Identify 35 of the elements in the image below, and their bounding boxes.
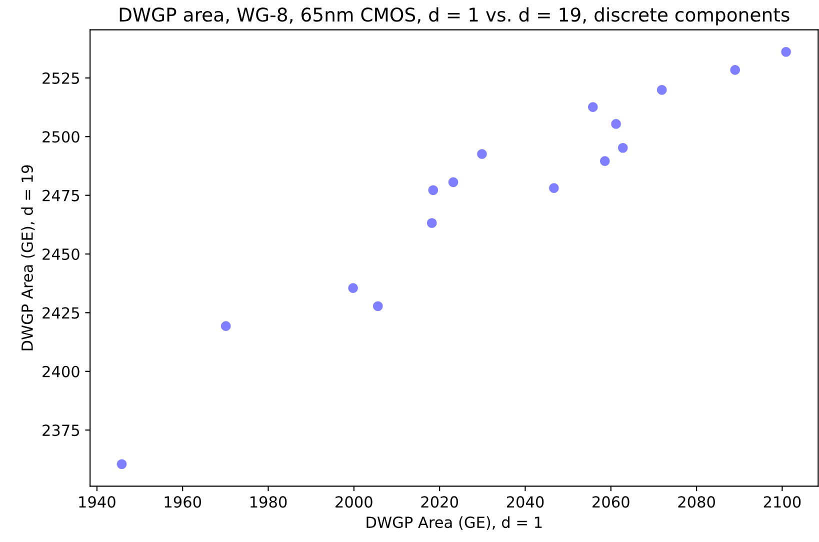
- x-tick-label: 2000: [336, 496, 372, 508]
- y-tick-label: 2400: [42, 366, 80, 378]
- x-tick-label: 1980: [250, 496, 287, 508]
- point: [549, 183, 559, 193]
- point: [656, 84, 667, 95]
- point: [426, 218, 437, 228]
- point: [781, 46, 791, 57]
- point: [600, 156, 610, 166]
- point: [116, 459, 127, 470]
- x-tick-label: 2020: [421, 496, 458, 508]
- y-tick-label: 2450: [42, 248, 80, 260]
- point: [428, 185, 438, 196]
- y-tick-label: 2375: [42, 424, 80, 436]
- x-axis-title: DWGP Area (GE), d = 1: [366, 516, 542, 530]
- chart-title: DWGP area, WG-8, 65nm CMOS, d = 1 vs. d = 19, discrete components: [120, 7, 790, 26]
- x-tick-label: 2100: [764, 496, 801, 508]
- y-tick-label: 2500: [42, 131, 80, 143]
- point: [730, 65, 740, 75]
- point: [348, 283, 358, 293]
- y-tick-label: 2425: [42, 307, 80, 319]
- x-tick-label: 1960: [164, 496, 202, 508]
- y-tick-label: 2475: [42, 190, 80, 202]
- point: [477, 149, 487, 159]
- y-axis-title: DWGP Area (GE), d = 19: [21, 165, 35, 350]
- x-tick-label: 2040: [506, 496, 544, 508]
- point: [618, 142, 628, 153]
- point: [448, 177, 458, 188]
- x-tick-label: 1940: [79, 496, 116, 508]
- point: [588, 102, 598, 112]
- x-tick-label: 2080: [678, 496, 715, 508]
- y-tick-label: 2525: [42, 72, 80, 84]
- point: [372, 301, 383, 312]
- x-tick-label: 2060: [592, 496, 630, 508]
- point: [220, 321, 231, 331]
- point: [611, 119, 621, 129]
